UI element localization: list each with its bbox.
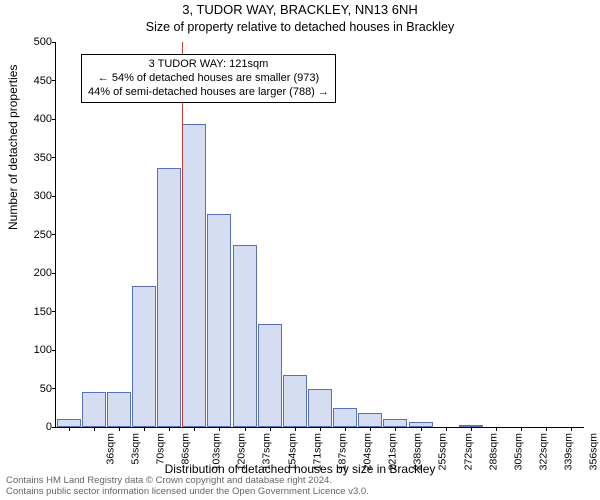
ytick-mark (52, 42, 56, 43)
histogram-bar (358, 413, 382, 427)
histogram-bar (283, 375, 307, 427)
xtick-mark (219, 427, 220, 431)
ytick-mark (52, 311, 56, 312)
ytick-mark (52, 234, 56, 235)
xtick-label: 36sqm (104, 433, 116, 465)
xtick-label: 53sqm (129, 433, 141, 465)
histogram-bar (207, 214, 231, 427)
histogram-bar (107, 392, 131, 427)
ytick-label: 300 (24, 190, 52, 202)
ytick-label: 450 (24, 75, 52, 87)
xtick-mark (496, 427, 497, 431)
histogram-bar (132, 286, 156, 427)
xtick-mark (421, 427, 422, 431)
xtick-mark (521, 427, 522, 431)
xtick-mark (471, 427, 472, 431)
ytick-label: 200 (24, 267, 52, 279)
ytick-label: 0 (24, 421, 52, 433)
attribution-footer: Contains HM Land Registry data © Crown c… (6, 476, 369, 498)
xtick-mark (94, 427, 95, 431)
ytick-mark (52, 350, 56, 351)
ytick-label: 400 (24, 113, 52, 125)
ytick-label: 350 (24, 152, 52, 164)
histogram-bar (57, 419, 81, 427)
xtick-mark (446, 427, 447, 431)
xtick-mark (270, 427, 271, 431)
ytick-mark (52, 119, 56, 120)
ytick-label: 50 (24, 383, 52, 395)
histogram-bar (308, 389, 332, 428)
footer-line-2: Contains public sector information licen… (6, 487, 369, 498)
xtick-mark (370, 427, 371, 431)
ytick-label: 100 (24, 344, 52, 356)
ytick-mark (52, 273, 56, 274)
anno-line: 44% of semi-detached houses are larger (… (88, 86, 329, 100)
ytick-mark (52, 80, 56, 81)
ytick-label: 250 (24, 229, 52, 241)
histogram-bar (82, 392, 106, 427)
histogram-bar (258, 324, 282, 427)
ytick-label: 150 (24, 306, 52, 318)
annotation-box: 3 TUDOR WAY: 121sqm← 54% of detached hou… (81, 54, 336, 103)
y-axis-label: Number of detached properties (6, 65, 20, 230)
xtick-mark (345, 427, 346, 431)
xtick-mark (295, 427, 296, 431)
xtick-label: 70sqm (154, 433, 166, 465)
page-subtitle: Size of property relative to detached ho… (0, 20, 600, 34)
xtick-mark (571, 427, 572, 431)
ytick-mark (52, 388, 56, 389)
histogram-bar (233, 245, 257, 427)
histogram-bar (157, 168, 181, 427)
anno-line: 3 TUDOR WAY: 121sqm (88, 58, 329, 72)
xtick-mark (119, 427, 120, 431)
xtick-mark (169, 427, 170, 431)
ytick-mark (52, 157, 56, 158)
xtick-mark (144, 427, 145, 431)
xtick-mark (69, 427, 70, 431)
histogram-bar (383, 419, 407, 427)
xtick-mark (194, 427, 195, 431)
ytick-mark (52, 427, 56, 428)
xtick-label: 86sqm (180, 433, 192, 465)
xtick-mark (395, 427, 396, 431)
histogram-bar (333, 408, 357, 427)
xtick-mark (320, 427, 321, 431)
ytick-mark (52, 196, 56, 197)
ytick-label: 500 (24, 36, 52, 48)
page-title: 3, TUDOR WAY, BRACKLEY, NN13 6NH (0, 2, 600, 17)
x-axis-label: Distribution of detached houses by size … (0, 462, 600, 476)
anno-line: ← 54% of detached houses are smaller (97… (88, 72, 329, 86)
xtick-mark (546, 427, 547, 431)
histogram-bar (182, 124, 206, 427)
histogram-plot: 05010015020025030035040045050036sqm53sqm… (55, 42, 584, 428)
xtick-mark (245, 427, 246, 431)
